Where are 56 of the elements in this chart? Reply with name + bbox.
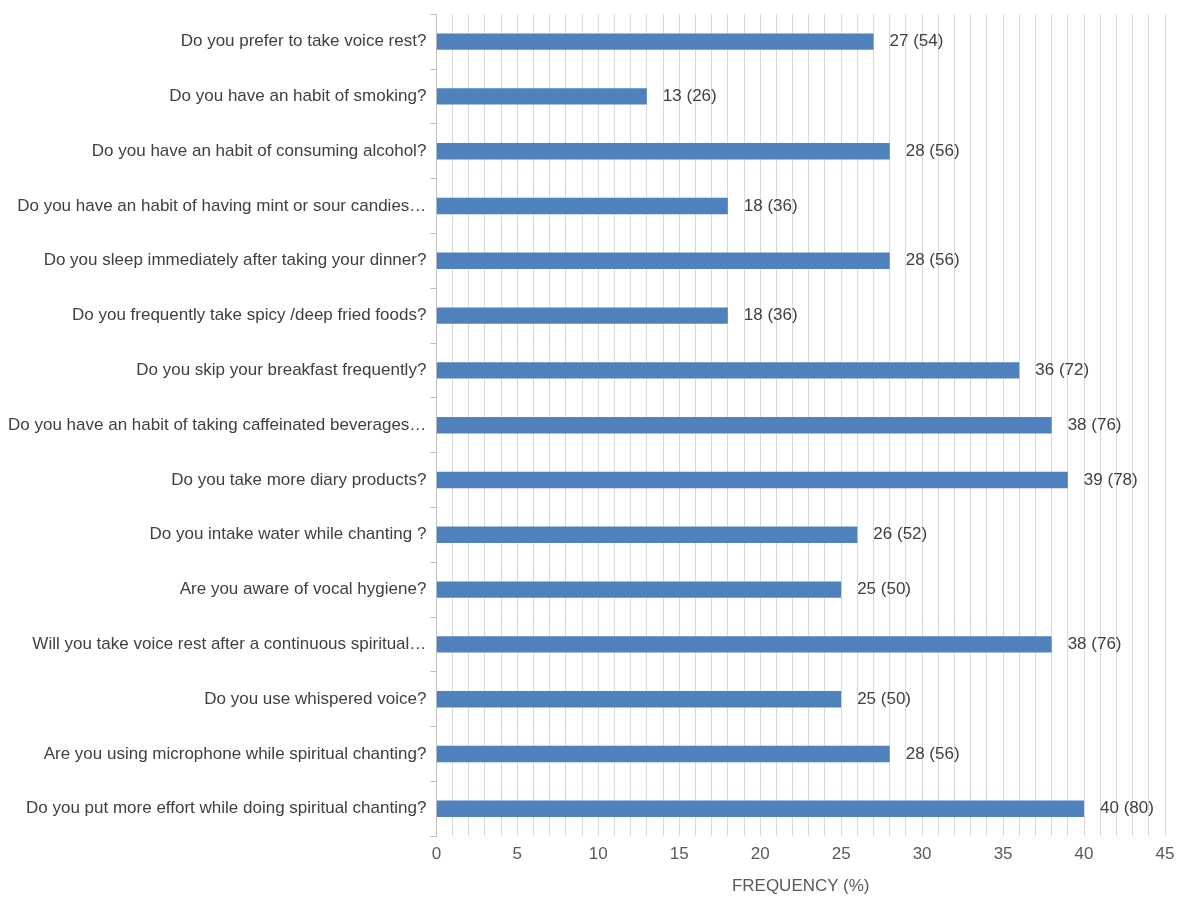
y-tick-label: Do you intake water while chanting ? [149,524,427,544]
data-label: 40 (80) [1100,798,1154,818]
bar [436,307,728,324]
x-tick-label: 40 [1074,844,1094,864]
bar [436,471,1068,489]
y-tick-label: Do you have an habit of smoking? [169,86,427,106]
data-label: 18 (36) [743,305,798,325]
bar [436,690,842,708]
data-label: 28 (56) [905,250,960,270]
bar [436,581,842,598]
bar [436,526,858,544]
x-tick-label: 10 [588,844,608,864]
y-tick-label: Do you skip your breakfast frequently? [136,360,427,380]
data-label: 36 (72) [1035,360,1090,380]
x-tick-label: 0 [431,844,442,864]
data-label: 28 (56) [905,140,960,160]
y-tick-label: Do you sleep immediately after taking your dinner? [43,250,427,270]
data-label: 13 (26) [662,86,717,106]
y-tick-label: Do you have an habit of having mint or sour candies… [17,195,427,215]
y-tick-label: Do you frequently take spicy /deep fried foods? [71,305,427,325]
bar [436,252,890,270]
y-tick-label: Do you take more diary products? [171,469,427,489]
y-tick-label: Are you using microphone while spiritual chanting? [43,743,427,763]
data-label: 25 (50) [857,579,912,599]
data-label: 38 (76) [1067,634,1122,654]
bar [436,33,874,50]
y-tick-label: Do you use whispered voice? [204,688,427,708]
bar [436,142,890,160]
x-tick-label: 5 [512,844,523,864]
y-tick-label: Will you take voice rest after a continuous spiritual… [32,634,427,654]
data-label: 18 (36) [743,195,798,215]
data-label: 27 (54) [889,31,944,51]
y-tick-label: Do you have an habit of consuming alcohol? [91,140,427,160]
y-tick-label: Are you aware of vocal hygiene? [179,579,427,599]
bar [436,416,1052,434]
data-label: 26 (52) [873,524,928,544]
x-tick-label: 20 [750,844,770,864]
x-tick-label: 45 [1155,844,1175,864]
x-tick-label: 15 [669,844,689,864]
bar [436,88,647,105]
x-tick-label: 35 [993,844,1013,864]
bar [436,362,1020,379]
data-label: 38 (76) [1067,414,1122,434]
y-tick-label: Do you have an habit of taking caffeinated beverages… [8,414,427,434]
x-tick-label: 30 [912,844,932,864]
data-label: 39 (78) [1083,469,1138,489]
y-tick-label: Do you put more effort while doing spiritual chanting? [25,798,427,818]
y-tick-label: Do you prefer to take voice rest? [180,31,427,51]
x-axis-title: FREQUENCY (%) [731,876,870,896]
bar [436,197,728,215]
data-label: 25 (50) [857,688,912,708]
data-label: 28 (56) [905,743,960,763]
bar [436,745,890,763]
bar [436,636,1052,653]
bar [436,800,1085,818]
x-tick-label: 25 [831,844,851,864]
